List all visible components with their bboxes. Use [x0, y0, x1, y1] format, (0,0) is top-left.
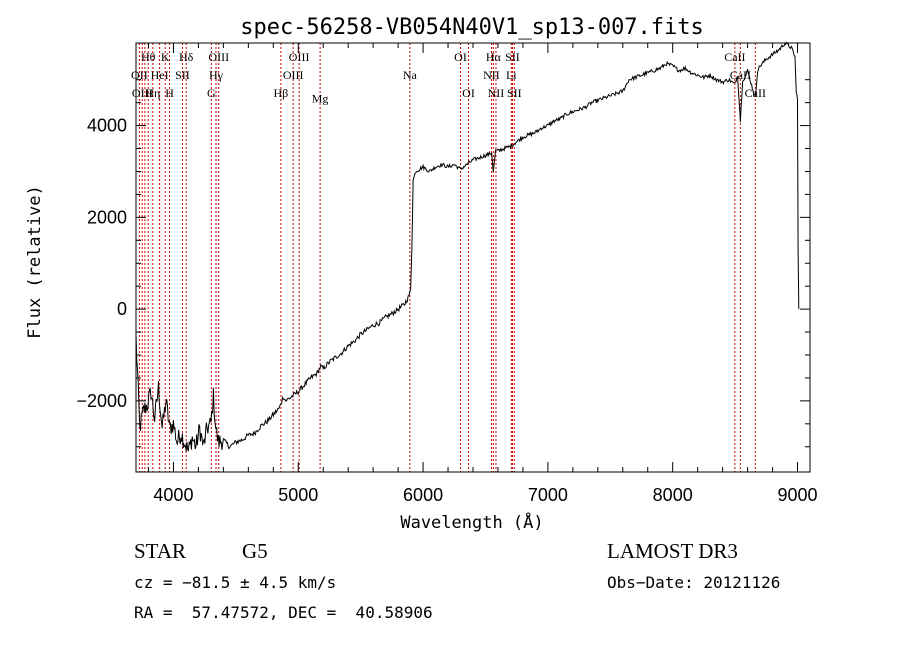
line-label: CaII: [724, 50, 745, 64]
x-tick-label: 7000: [528, 485, 568, 505]
line-label: OII: [131, 68, 148, 82]
line-label: OIII: [283, 68, 304, 82]
axes: 4000 5000 6000 7000 8000 9000 −2000 0 2000 4000: [76, 43, 818, 505]
y-tick-label: 2000: [87, 207, 127, 227]
line-label: NII: [488, 86, 505, 100]
y-axis-label: Flux (relative): [25, 185, 45, 339]
line-label: OIII: [132, 86, 153, 100]
coordinates-text: RA = 57.47572, DEC = 40.58906: [134, 603, 433, 622]
x-tick-label: 5000: [278, 485, 318, 505]
line-label: SII: [505, 50, 520, 64]
line-label: Hβ: [274, 86, 289, 100]
line-label: G: [207, 86, 216, 100]
x-tick-label: 8000: [653, 485, 693, 505]
y-tick-label: −2000: [76, 391, 127, 411]
object-subclass: G5: [242, 539, 268, 563]
redshift-text: cz = −81.5 ± 4.5 km/s: [134, 573, 337, 592]
line-label: SII: [507, 86, 522, 100]
spectrum-line: [135, 41, 800, 452]
spectrum-series: [135, 41, 800, 452]
line-label: OI: [454, 50, 467, 64]
line-label: Hθ: [141, 50, 156, 64]
obs-date-text: Obs−Date: 20121126: [607, 573, 781, 592]
plot-frame: [135, 42, 811, 473]
line-label: SII: [175, 68, 190, 82]
line-label: OIII: [208, 50, 229, 64]
y-tick-label: 0: [117, 299, 127, 319]
line-label: Hα: [486, 50, 502, 64]
line-label: NII: [483, 68, 500, 82]
x-tick-label: 6000: [403, 485, 443, 505]
line-label: OIII: [289, 50, 310, 64]
spectral-lines: [138, 43, 756, 472]
line-label: CaII: [730, 68, 751, 82]
x-axis-label: Wavelength (Å): [400, 511, 543, 533]
chart-title: spec-56258-VB054N40V1_sp13-007.fits: [240, 15, 704, 40]
line-label: OI: [462, 86, 475, 100]
line-label: K: [161, 50, 170, 64]
line-label: Na: [403, 68, 418, 82]
line-label: HeI: [151, 68, 169, 82]
survey-name: LAMOST DR3: [607, 539, 738, 563]
line-label: Mg: [312, 91, 329, 105]
line-label: Hδ: [179, 50, 194, 64]
x-tick-label: 9000: [777, 485, 817, 505]
line-label: Hη: [145, 86, 160, 100]
line-label: Hγ: [209, 68, 224, 82]
line-label: Li: [506, 68, 517, 82]
y-tick-label: 4000: [87, 116, 127, 136]
object-class: STAR: [134, 539, 186, 563]
x-tick-label: 4000: [153, 485, 193, 505]
line-label: H: [165, 86, 174, 100]
